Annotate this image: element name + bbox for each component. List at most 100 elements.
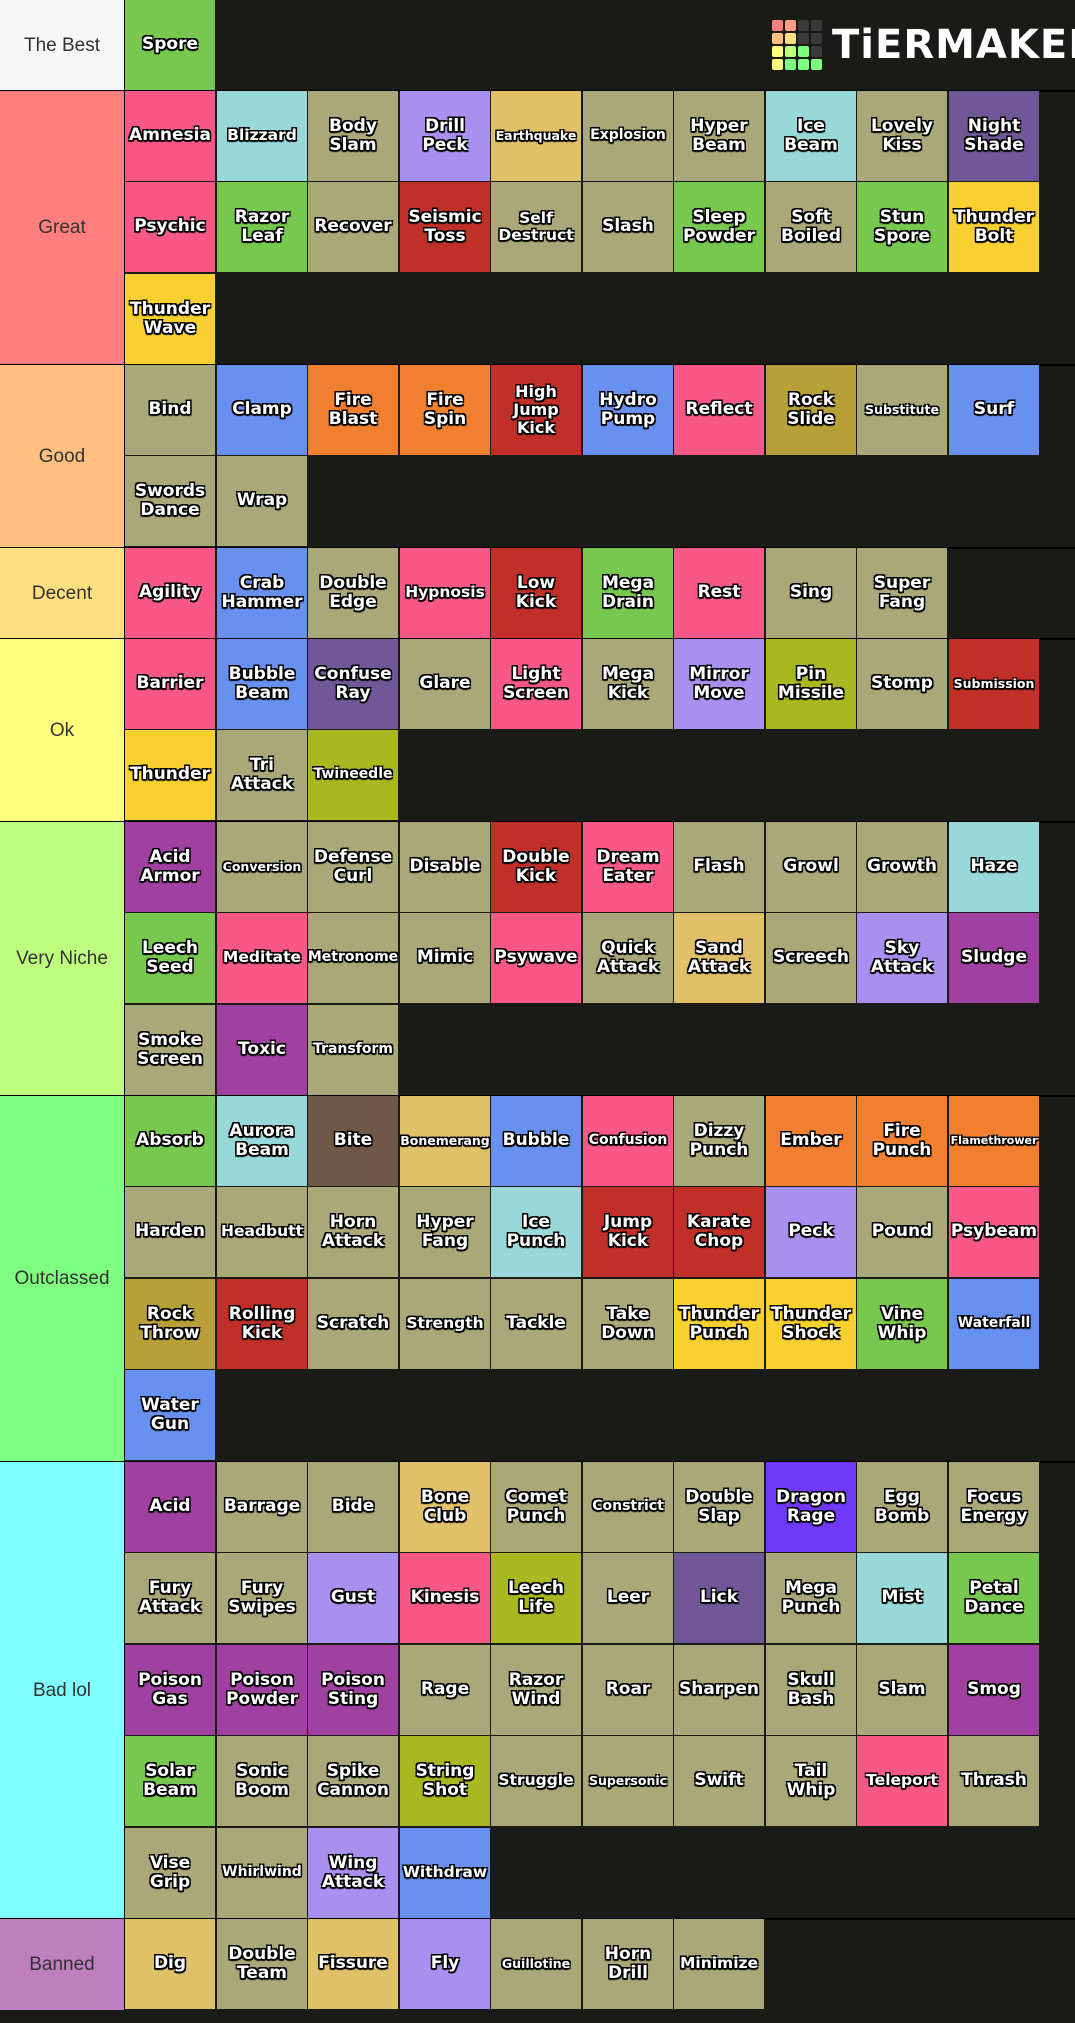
move-tile[interactable]: Poison Powder [217, 1645, 307, 1735]
move-tile[interactable]: Psywave [491, 913, 581, 1003]
move-tile[interactable]: Screech [766, 913, 856, 1003]
move-tile[interactable]: Withdraw [400, 1828, 490, 1918]
move-tile[interactable]: Thunder Shock [766, 1279, 856, 1369]
move-tile[interactable]: Bubble Beam [217, 639, 307, 729]
move-tile[interactable]: Amnesia [125, 91, 215, 181]
move-tile[interactable]: Hydro Pump [583, 365, 673, 455]
move-tile[interactable]: Thunder Wave [125, 274, 215, 364]
move-tile[interactable]: Solar Beam [125, 1736, 215, 1826]
move-tile[interactable]: Strength [400, 1279, 490, 1369]
move-tile[interactable]: Poison Gas [125, 1645, 215, 1735]
tier-label[interactable]: Outclassed [0, 1096, 125, 1462]
move-tile[interactable]: Petal Dance [949, 1553, 1039, 1643]
move-tile[interactable]: Twineedle [308, 730, 398, 820]
move-tile[interactable]: Teleport [857, 1736, 947, 1826]
move-tile[interactable]: Thunder Punch [674, 1279, 764, 1369]
move-tile[interactable]: Vise Grip [125, 1828, 215, 1918]
move-tile[interactable]: Fire Punch [857, 1096, 947, 1186]
move-tile[interactable]: Peck [766, 1187, 856, 1277]
tier-label[interactable]: Great [0, 91, 125, 365]
move-tile[interactable]: Thunder [125, 730, 215, 820]
move-tile[interactable]: Bubble [491, 1096, 581, 1186]
move-tile[interactable]: Hyper Fang [400, 1187, 490, 1277]
tier-label[interactable]: Very Niche [0, 822, 125, 1096]
move-tile[interactable]: Tri Attack [217, 730, 307, 820]
move-tile[interactable]: Substitute [857, 365, 947, 455]
move-tile[interactable]: Dragon Rage [766, 1462, 856, 1552]
move-tile[interactable]: Conversion [217, 822, 307, 912]
tier-label[interactable]: Banned [0, 1919, 125, 2010]
move-tile[interactable]: Water Gun [125, 1370, 215, 1460]
move-tile[interactable]: Swords Dance [125, 456, 215, 546]
move-tile[interactable]: Leer [583, 1553, 673, 1643]
move-tile[interactable]: Karate Chop [674, 1187, 764, 1277]
move-tile[interactable]: Quick Attack [583, 913, 673, 1003]
move-tile[interactable]: Mega Drain [583, 548, 673, 638]
move-tile[interactable]: Lovely Kiss [857, 91, 947, 181]
move-tile[interactable]: Hypnosis [400, 548, 490, 638]
move-tile[interactable]: Bind [125, 365, 215, 455]
move-tile[interactable]: Gust [308, 1553, 398, 1643]
move-tile[interactable]: Focus Energy [949, 1462, 1039, 1552]
move-tile[interactable]: Barrier [125, 639, 215, 729]
move-tile[interactable]: Metronome [308, 913, 398, 1003]
move-tile[interactable]: Supersonic [583, 1736, 673, 1826]
move-tile[interactable]: Mega Kick [583, 639, 673, 729]
move-tile[interactable]: Lick [674, 1553, 764, 1643]
tier-label[interactable]: Good [0, 365, 125, 548]
move-tile[interactable]: Earthquake [491, 91, 581, 181]
move-tile[interactable]: Headbutt [217, 1187, 307, 1277]
move-tile[interactable]: Skull Bash [766, 1645, 856, 1735]
move-tile[interactable]: Glare [400, 639, 490, 729]
move-tile[interactable]: Take Down [583, 1279, 673, 1369]
move-tile[interactable]: Bide [308, 1462, 398, 1552]
move-tile[interactable]: Leech Life [491, 1553, 581, 1643]
move-tile[interactable]: Spike Cannon [308, 1736, 398, 1826]
move-tile[interactable]: Night Shade [949, 91, 1039, 181]
move-tile[interactable]: Razor Leaf [217, 182, 307, 272]
move-tile[interactable]: Minimize [674, 1919, 764, 2009]
move-tile[interactable]: Double Kick [491, 822, 581, 912]
move-tile[interactable]: Low Kick [491, 548, 581, 638]
move-tile[interactable]: Ice Punch [491, 1187, 581, 1277]
move-tile[interactable]: Blizzard [217, 91, 307, 181]
move-tile[interactable]: Sharpen [674, 1645, 764, 1735]
move-tile[interactable]: Sonic Boom [217, 1736, 307, 1826]
move-tile[interactable]: Swift [674, 1736, 764, 1826]
tier-label[interactable]: Decent [0, 548, 125, 639]
move-tile[interactable]: Pound [857, 1187, 947, 1277]
move-tile[interactable]: Drill Peck [400, 91, 490, 181]
move-tile[interactable]: Whirlwind [217, 1828, 307, 1918]
move-tile[interactable]: Soft Boiled [766, 182, 856, 272]
move-tile[interactable]: Ice Beam [766, 91, 856, 181]
move-tile[interactable]: Flamethrower [949, 1096, 1039, 1186]
move-tile[interactable]: Smog [949, 1645, 1039, 1735]
move-tile[interactable]: Double Slap [674, 1462, 764, 1552]
move-tile[interactable]: Mist [857, 1553, 947, 1643]
move-tile[interactable]: Fissure [308, 1919, 398, 2009]
move-tile[interactable]: Smoke Screen [125, 1005, 215, 1095]
move-tile[interactable]: Rage [400, 1645, 490, 1735]
move-tile[interactable]: Razor Wind [491, 1645, 581, 1735]
move-tile[interactable]: Bite [308, 1096, 398, 1186]
move-tile[interactable]: String Shot [400, 1736, 490, 1826]
move-tile[interactable]: Mirror Move [674, 639, 764, 729]
move-tile[interactable]: Self Destruct [491, 182, 581, 272]
move-tile[interactable]: Reflect [674, 365, 764, 455]
move-tile[interactable]: Vine Whip [857, 1279, 947, 1369]
move-tile[interactable]: Roar [583, 1645, 673, 1735]
move-tile[interactable]: Light Screen [491, 639, 581, 729]
move-tile[interactable]: Spore [125, 0, 215, 90]
move-tile[interactable]: Constrict [583, 1462, 673, 1552]
move-tile[interactable]: Horn Drill [583, 1919, 673, 2009]
move-tile[interactable]: Tackle [491, 1279, 581, 1369]
move-tile[interactable]: Disable [400, 822, 490, 912]
move-tile[interactable]: Body Slam [308, 91, 398, 181]
move-tile[interactable]: Thrash [949, 1736, 1039, 1826]
move-tile[interactable]: Double Team [217, 1919, 307, 2009]
move-tile[interactable]: Leech Seed [125, 913, 215, 1003]
move-tile[interactable]: Guillotine [491, 1919, 581, 2009]
tier-label[interactable]: Ok [0, 639, 125, 822]
move-tile[interactable]: Sing [766, 548, 856, 638]
move-tile[interactable]: Mimic [400, 913, 490, 1003]
